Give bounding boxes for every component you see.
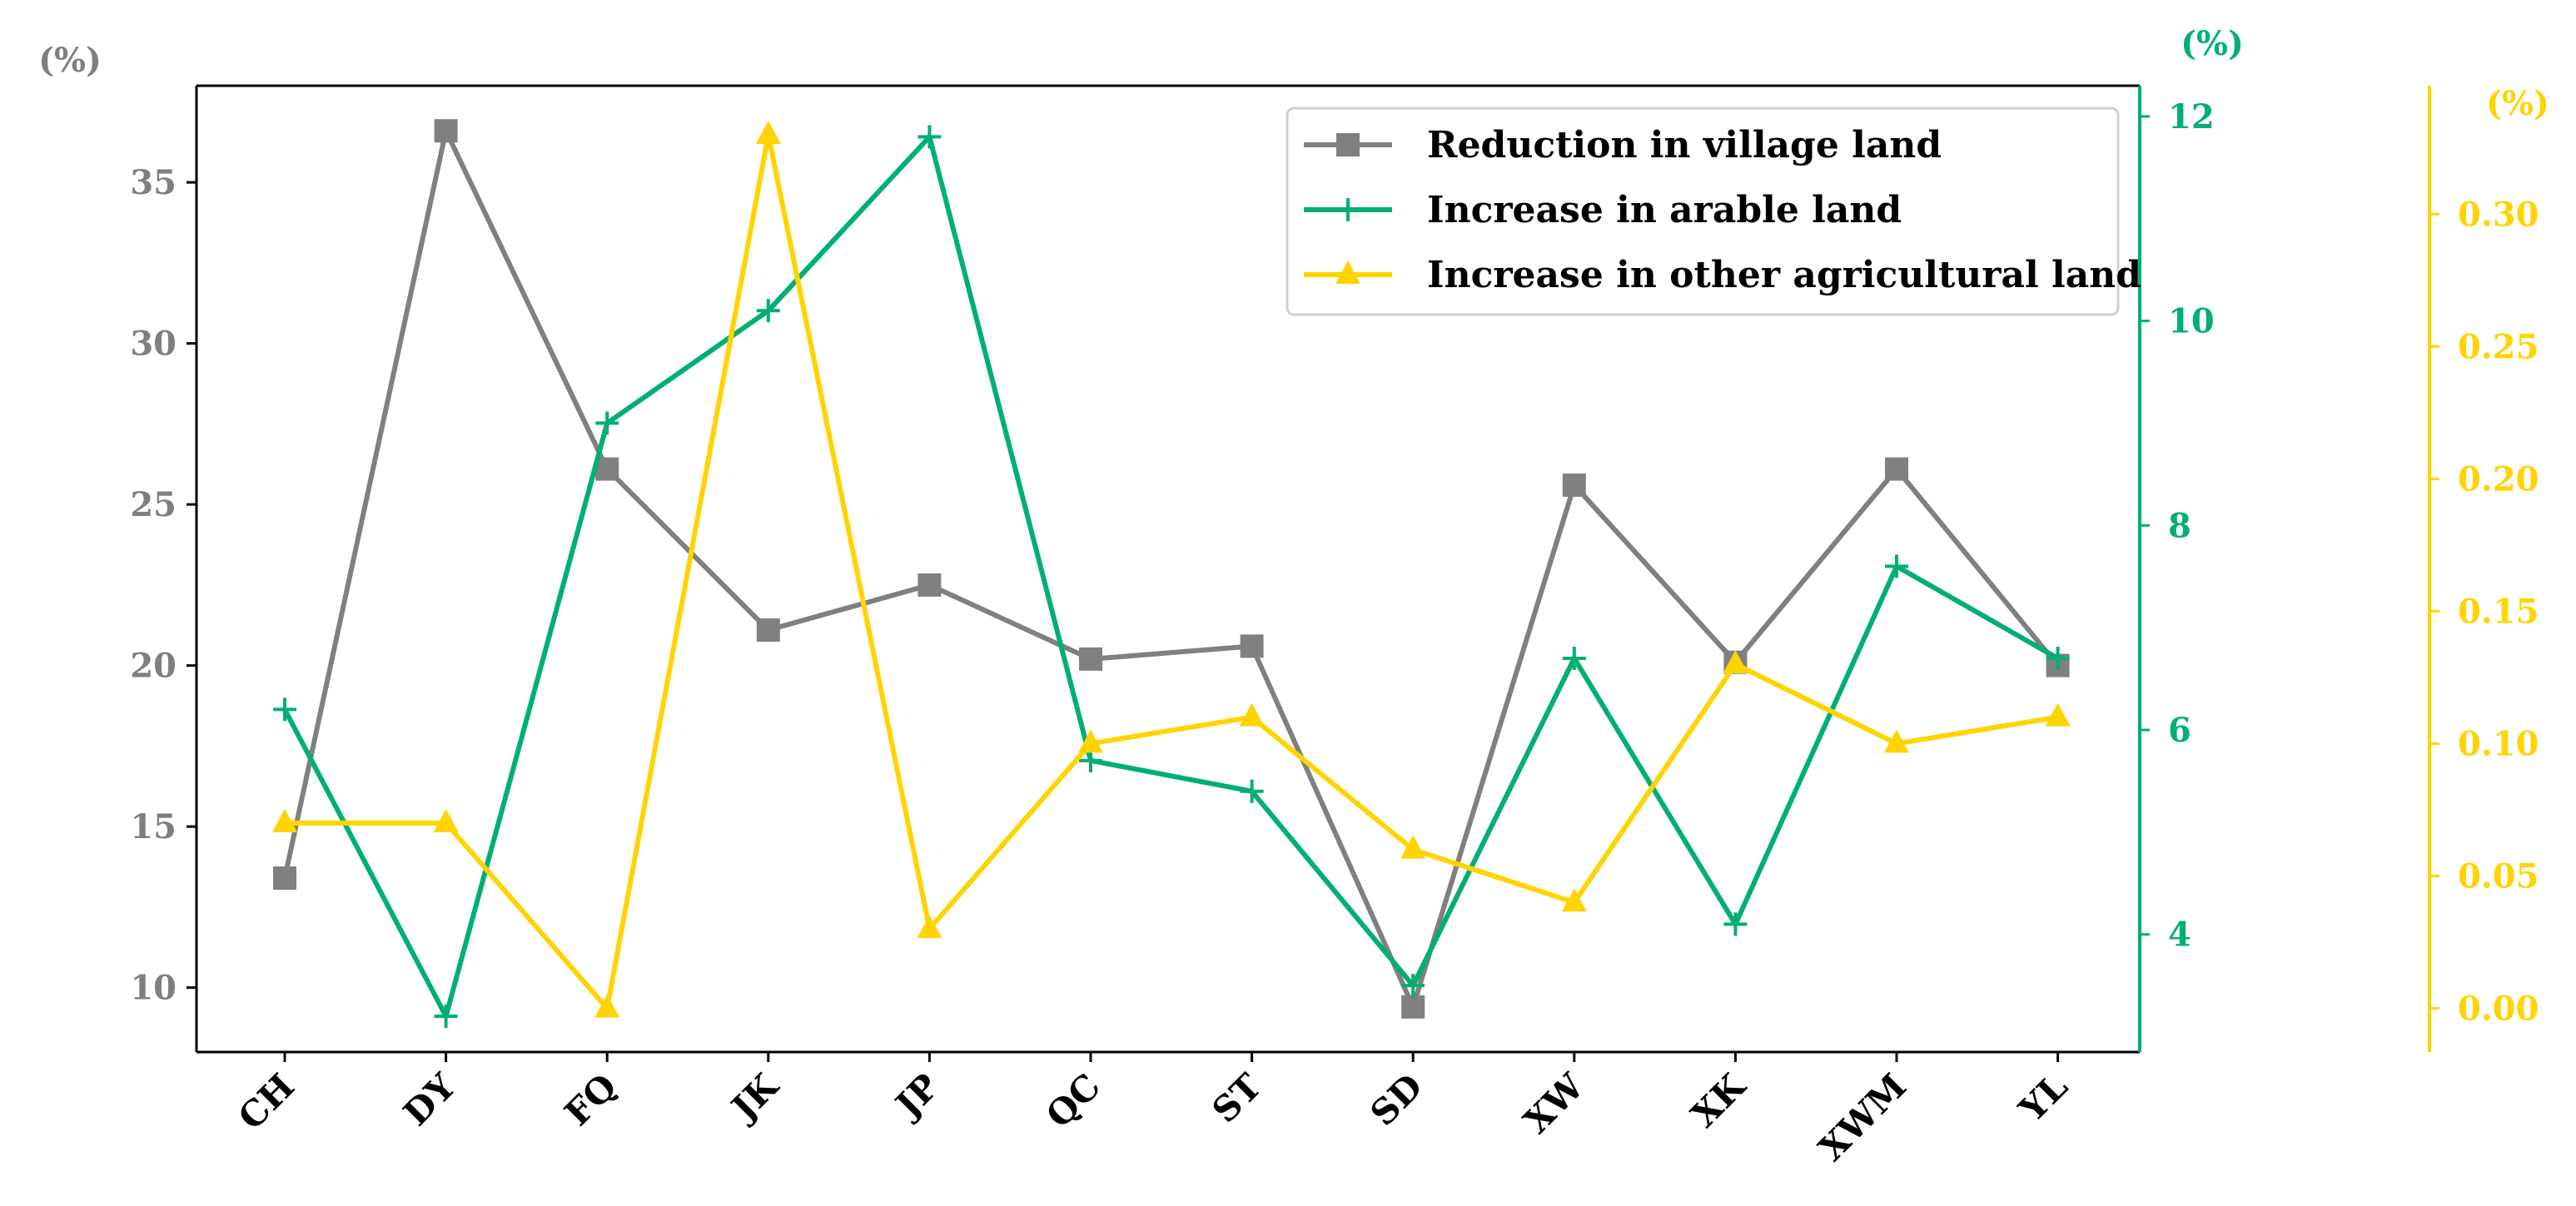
legend-label: Increase in other agricultural land [1427, 254, 2141, 296]
series-line [282, 128, 2060, 1010]
square-marker [273, 866, 296, 891]
right-arable-tick-label: 12 [2168, 97, 2215, 136]
x-tick-label: FQ [557, 1065, 625, 1134]
plus-marker [756, 299, 780, 323]
right-other-tick-label: 0.05 [2458, 856, 2539, 896]
plus-marker [1723, 912, 1748, 936]
plus-marker [1240, 779, 1264, 803]
triangle-marker [594, 994, 620, 1018]
series-increase-in-other-agricultural-land [272, 120, 2071, 1018]
plus-marker [1401, 974, 1425, 998]
square-marker [1401, 995, 1425, 1019]
triangle-marker [433, 808, 459, 832]
triangle-marker [1400, 835, 1426, 859]
series-layer [272, 119, 2071, 1028]
left-axis: 10 15 20 25 30 35 (%) [38, 41, 196, 1008]
square-marker [1079, 647, 1102, 671]
square-marker [1562, 473, 1586, 497]
triangle-marker [272, 808, 297, 832]
right-arable-tick-label: 10 [2168, 302, 2215, 341]
square-marker [1240, 634, 1264, 658]
plus-marker [273, 697, 296, 722]
triangle-marker [1335, 261, 1360, 284]
plus-marker [918, 125, 942, 149]
right-axis-arable: 4 6 8 10 12 (%) [2138, 24, 2244, 1052]
legend: Reduction in village land Increase in ara… [1286, 107, 2141, 316]
triangle-marker [917, 915, 942, 939]
legend-label: Increase in arable land [1427, 189, 1902, 231]
x-tick-label: SD [1362, 1065, 1430, 1134]
square-marker [756, 618, 780, 643]
plus-marker [2046, 647, 2070, 670]
plus-marker [1336, 198, 1360, 221]
x-tick-label: ST [1204, 1065, 1269, 1130]
triangle-marker [1239, 702, 1265, 727]
plus-marker [1562, 647, 1586, 670]
x-tick-label: JP [886, 1065, 947, 1127]
right-other-tick-label: 0.10 [2458, 724, 2539, 763]
series-line [282, 134, 2060, 1019]
right-other-tick-label: 0.00 [2458, 990, 2539, 1029]
plus-marker [1885, 554, 1908, 578]
right-axis-arable-unit: (%) [2181, 24, 2244, 63]
right-axis-other-unit: (%) [2486, 84, 2549, 123]
right-axis-other: 0.00 0.05 0.10 0.15 0.20 0.25 0.30 (%) [2428, 84, 2549, 1052]
left-tick-label: 25 [130, 485, 177, 524]
legend-label: Reduction in village land [1427, 124, 1942, 166]
plot-frame [195, 84, 2140, 1054]
x-tick-label: YL [2011, 1065, 2075, 1129]
x-tick-label: XW [1516, 1065, 1593, 1142]
plus-marker [595, 411, 619, 435]
right-arable-tick-label: 8 [2168, 506, 2191, 545]
x-tick-label: QC [1038, 1065, 1108, 1135]
square-marker [918, 573, 942, 597]
left-tick-label: 10 [130, 969, 177, 1008]
square-marker [434, 119, 458, 143]
x-tick-label: XWM [1811, 1065, 1914, 1169]
triangle-marker [2045, 702, 2071, 727]
square-marker [1336, 133, 1360, 156]
left-tick-label: 20 [130, 647, 177, 686]
plus-marker [434, 1005, 458, 1028]
plus-marker [1079, 748, 1102, 772]
x-axis: CH DY FQ JK JP QC ST SD XW XK XWM YL [231, 1052, 2076, 1169]
x-tick-label: CH [231, 1065, 302, 1137]
legend-box [1286, 107, 2120, 316]
right-arable-tick-label: 6 [2168, 711, 2191, 750]
triangle-marker [755, 120, 781, 144]
x-tick-label: XK [1683, 1065, 1754, 1135]
x-tick-label: DY [395, 1065, 464, 1134]
series-line [285, 132, 2059, 1011]
square-marker [1885, 457, 1908, 481]
left-axis-unit: (%) [38, 41, 102, 80]
series-increase-in-arable-land [273, 125, 2070, 1028]
left-tick-label: 30 [130, 325, 177, 364]
triangle-marker [1884, 729, 1909, 753]
triangle-marker [1561, 888, 1587, 912]
right-other-tick-label: 0.25 [2458, 327, 2539, 366]
left-tick-label: 15 [130, 807, 177, 846]
triangle-marker [1723, 650, 1748, 674]
right-other-tick-label: 0.15 [2458, 592, 2539, 631]
x-tick-label: JK [722, 1065, 787, 1129]
right-other-tick-label: 0.30 [2458, 195, 2539, 234]
series-reduction-in-village-land [273, 119, 2070, 1019]
right-arable-tick-label: 4 [2168, 916, 2191, 955]
right-other-tick-label: 0.20 [2458, 459, 2539, 499]
left-tick-label: 35 [130, 163, 177, 202]
triangle-marker [1078, 729, 1103, 753]
